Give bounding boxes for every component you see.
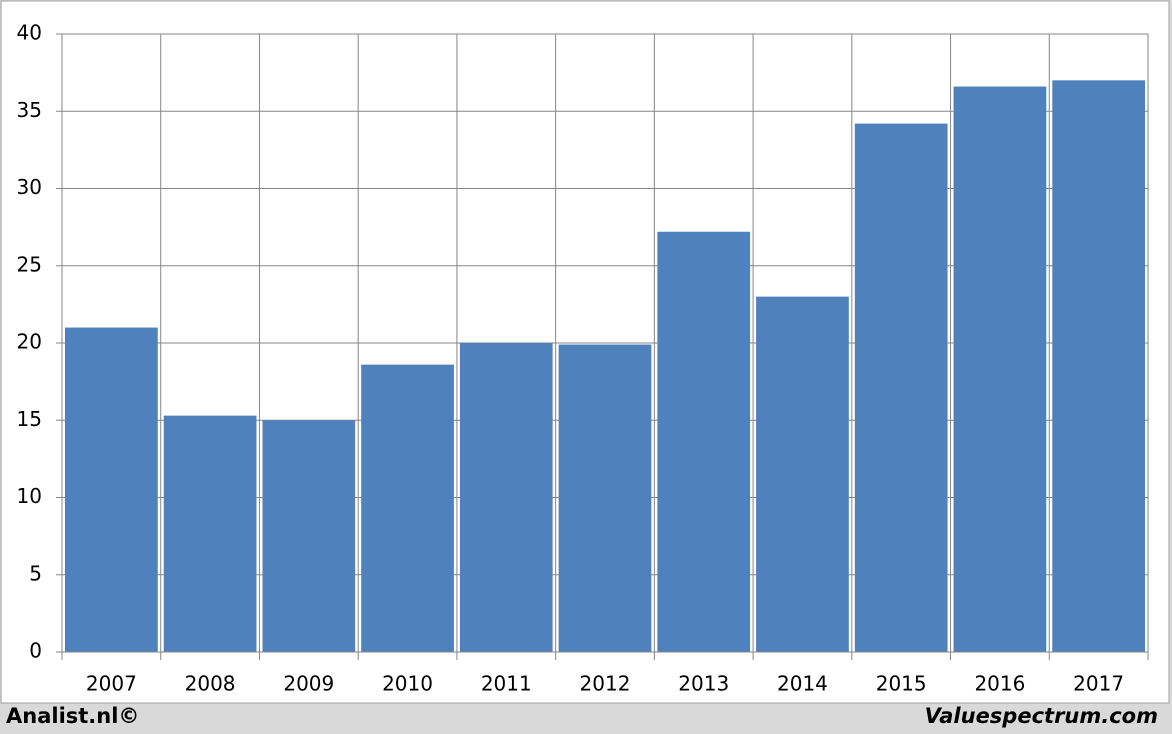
x-tick-label: 2013 (678, 672, 729, 696)
footer-left: Analist.nl© (6, 704, 139, 728)
y-tick-label: 35 (17, 98, 42, 122)
x-tick-label: 2010 (382, 672, 433, 696)
y-tick-label: 30 (17, 175, 42, 199)
x-tick-label: 2016 (974, 672, 1025, 696)
x-tick-label: 2012 (580, 672, 631, 696)
bar (558, 344, 652, 652)
x-tick-label: 2011 (481, 672, 532, 696)
bar (756, 296, 849, 652)
bar (854, 123, 948, 653)
y-tick-label: 0 (29, 639, 42, 663)
y-tick-label: 15 (17, 407, 42, 431)
bar (1052, 80, 1145, 653)
bar (459, 343, 553, 652)
y-tick-label: 10 (17, 484, 42, 508)
footer-right: Valuespectrum.com (925, 704, 1158, 728)
x-tick-label: 2017 (1073, 672, 1124, 696)
x-tick-label: 2007 (86, 672, 137, 696)
bar (262, 420, 356, 652)
y-tick-label: 20 (17, 330, 42, 354)
bar (163, 415, 257, 652)
y-tick-label: 5 (29, 561, 42, 585)
bar (361, 364, 454, 652)
y-tick-label: 40 (17, 21, 42, 45)
bar (65, 327, 158, 652)
bar (657, 231, 751, 652)
x-tick-label: 2015 (876, 672, 927, 696)
x-tick-label: 2009 (283, 672, 334, 696)
x-tick-label: 2008 (185, 672, 236, 696)
x-tick-label: 2014 (777, 672, 828, 696)
bar (953, 86, 1047, 652)
y-tick-label: 25 (17, 252, 42, 276)
